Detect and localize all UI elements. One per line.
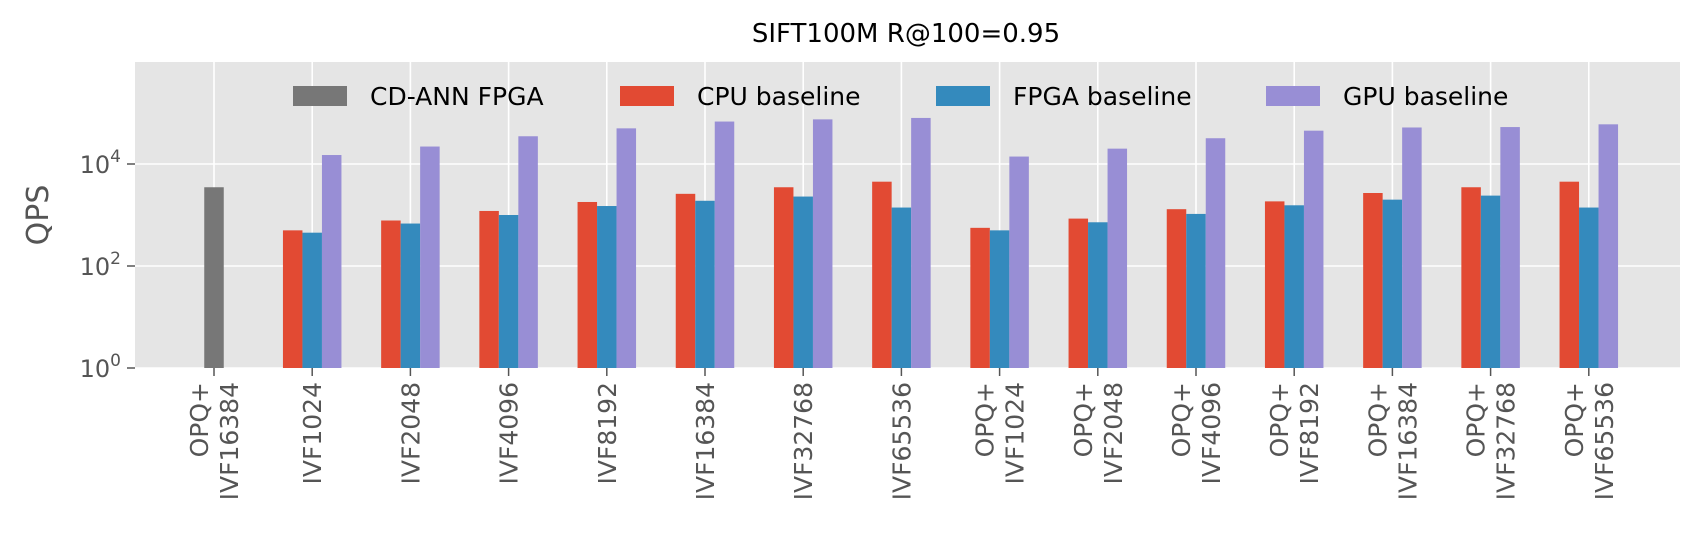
x-tick-label: OPQ+ [1560, 382, 1589, 457]
bar-cpu-baseline-12 [1363, 193, 1383, 368]
bar-gpu-baseline-3 [518, 136, 538, 368]
x-tick-label: IVF2048 [1099, 382, 1128, 484]
bar-cpu-baseline-7 [872, 181, 892, 368]
bar-fpga-baseline-1 [302, 232, 322, 368]
x-tick-label: IVF1024 [298, 382, 327, 484]
bars [204, 117, 1619, 369]
bar-gpu-baseline-9 [1107, 148, 1128, 368]
bar-gpu-baseline-6 [812, 119, 833, 368]
y-tick-label: 102 [80, 249, 121, 281]
x-tick-label: IVF4096 [1197, 382, 1226, 484]
legend-label: FPGA baseline [1013, 82, 1192, 111]
x-tick-label: OPQ+ [1167, 382, 1196, 457]
x-tick-label: OPQ+ [1462, 382, 1491, 457]
bar-cpu-baseline-14 [1559, 181, 1580, 368]
legend-label: GPU baseline [1343, 82, 1508, 111]
bar-gpu-baseline-12 [1402, 127, 1422, 368]
y-axis-label: QPS [21, 185, 56, 246]
bar-fpga-baseline-5 [695, 200, 715, 368]
bar-fpga-baseline-10 [1186, 213, 1206, 368]
x-tick-label: IVF4096 [495, 382, 524, 484]
bar-gpu-baseline-8 [1009, 156, 1029, 368]
x-tick-label: IVF8192 [1295, 382, 1324, 484]
x-tick-label: OPQ+ [1069, 382, 1098, 457]
x-tick-label: IVF16384 [691, 382, 720, 500]
bar-cpu-baseline-9 [1068, 218, 1089, 368]
bar-fpga-baseline-7 [891, 207, 912, 368]
bar-fpga-baseline-6 [793, 196, 813, 368]
bar-cpu-baseline-1 [282, 230, 303, 368]
bar-cpu-baseline-10 [1166, 209, 1187, 368]
x-tick-label: OPQ+ [1265, 382, 1294, 457]
bar-fpga-baseline-12 [1382, 199, 1403, 368]
y-tick-label: 104 [80, 147, 121, 179]
bar-cpu-baseline-8 [970, 227, 990, 368]
y-tick-label: 100 [80, 351, 121, 383]
bar-gpu-baseline-13 [1500, 127, 1520, 369]
legend-swatch [293, 86, 347, 106]
legend-swatch [936, 86, 990, 106]
x-tick-label: IVF65536 [887, 382, 916, 500]
bar-gpu-baseline-7 [911, 117, 931, 368]
bar-fpga-baseline-14 [1579, 207, 1599, 368]
y-axis: 100 102 104 [80, 147, 135, 383]
legend-swatch [620, 86, 674, 106]
bar-fpga-baseline-8 [989, 230, 1010, 368]
x-tick-label: OPQ+ [185, 382, 214, 457]
legend: CD-ANN FPGA CPU baseline FPGA baseline GPU … [293, 82, 1508, 111]
bar-fpga-baseline-9 [1088, 222, 1108, 368]
x-tick-label: IVF8192 [593, 382, 622, 484]
x-tick-label: IVF16384 [215, 382, 244, 500]
bar-gpu-baseline-4 [616, 128, 637, 368]
bar-gpu-baseline-14 [1598, 124, 1619, 368]
bar-cd-ann-fpga-0 [204, 187, 224, 368]
bar-gpu-baseline-10 [1205, 138, 1226, 368]
bar-fpga-baseline-13 [1480, 195, 1501, 368]
x-axis: OPQ+ IVF16384 IVF1024 IVF2048 IVF4096 IVF8192… [185, 368, 1619, 500]
bar-cpu-baseline-5 [675, 193, 696, 368]
x-tick-label: IVF65536 [1590, 382, 1619, 500]
legend-label: CD-ANN FPGA [370, 82, 544, 111]
bar-cpu-baseline-3 [479, 210, 499, 368]
bar-cpu-baseline-13 [1461, 187, 1481, 368]
bar-gpu-baseline-2 [420, 146, 440, 368]
bar-cpu-baseline-11 [1264, 201, 1285, 368]
bar-fpga-baseline-11 [1284, 205, 1304, 368]
bar-cpu-baseline-2 [381, 220, 401, 368]
legend-swatch [1266, 86, 1320, 106]
bar-gpu-baseline-5 [714, 121, 735, 368]
x-tick-label: IVF1024 [1001, 382, 1030, 484]
x-tick-label: IVF32768 [1492, 382, 1521, 500]
bar-fpga-baseline-3 [498, 215, 519, 368]
x-tick-label: OPQ+ [971, 382, 1000, 457]
bar-gpu-baseline-11 [1303, 130, 1324, 368]
bar-fpga-baseline-4 [597, 206, 617, 368]
bar-fpga-baseline-2 [400, 223, 421, 368]
x-tick-label: IVF16384 [1393, 382, 1422, 500]
x-tick-label: OPQ+ [1363, 382, 1392, 457]
bar-cpu-baseline-4 [577, 201, 598, 368]
bar-cpu-baseline-6 [773, 187, 794, 368]
chart-title: SIFT100M R@100=0.95 [752, 19, 1060, 49]
legend-label: CPU baseline [697, 82, 861, 111]
x-tick-label: IVF32768 [789, 382, 818, 500]
x-tick-label: IVF2048 [396, 382, 425, 484]
bar-gpu-baseline-1 [321, 155, 342, 368]
